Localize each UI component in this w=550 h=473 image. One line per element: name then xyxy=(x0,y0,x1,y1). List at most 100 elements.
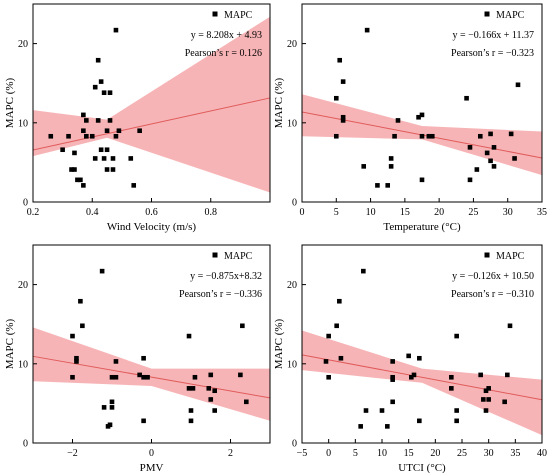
regression-line xyxy=(32,97,271,151)
data-point xyxy=(426,133,432,139)
data-point xyxy=(81,183,86,188)
data-point xyxy=(109,374,115,380)
y-tick-label: 20 xyxy=(287,280,297,291)
data-point xyxy=(464,95,469,101)
y-tick-label: 10 xyxy=(287,118,297,129)
data-point xyxy=(113,374,119,380)
legend-label: MAPC xyxy=(224,10,253,21)
regression-equation: y = −0.875x+8.32 xyxy=(190,271,262,282)
data-point xyxy=(507,323,513,329)
y-tick-label: 20 xyxy=(287,39,297,50)
x-tick-label: 0 xyxy=(326,448,331,459)
data-point xyxy=(416,114,421,120)
data-point xyxy=(186,333,192,339)
data-point xyxy=(101,156,107,161)
data-point xyxy=(467,145,473,150)
data-point xyxy=(190,386,196,391)
x-tick-label: 0 xyxy=(300,207,305,218)
data-point xyxy=(375,183,380,188)
data-point xyxy=(81,112,86,118)
x-tick-label: 35 xyxy=(510,448,520,459)
x-axis-label: PMV xyxy=(140,462,164,473)
y-tick-label: 20 xyxy=(18,280,28,291)
data-point xyxy=(70,333,75,339)
x-tick-label: 15 xyxy=(400,207,410,218)
legend-marker xyxy=(212,252,218,258)
data-point xyxy=(48,133,54,139)
data-point xyxy=(208,372,214,378)
y-axis-label: MAPC (%) xyxy=(273,77,285,128)
confidence-band xyxy=(302,330,542,436)
data-point xyxy=(145,374,150,380)
x-tick-label: 10 xyxy=(366,207,376,218)
data-point xyxy=(478,372,483,378)
data-point xyxy=(109,405,115,410)
x-tick-label: 15 xyxy=(404,448,414,459)
regression-line xyxy=(32,355,271,399)
data-point xyxy=(137,128,142,134)
data-point xyxy=(512,156,517,161)
data-point xyxy=(388,156,394,161)
data-point xyxy=(361,268,366,274)
data-point xyxy=(483,388,489,394)
pearson-r: Pearson’s r = −0.310 xyxy=(451,289,534,300)
data-point xyxy=(113,359,119,364)
data-point xyxy=(186,386,192,391)
y-axis-label: MAPC (%) xyxy=(4,318,16,369)
data-point xyxy=(515,82,521,88)
y-axis-label: MAPC (%) xyxy=(4,77,16,128)
data-point xyxy=(361,164,367,169)
data-point xyxy=(326,374,331,380)
data-point xyxy=(238,372,243,378)
data-point xyxy=(101,90,107,96)
data-point xyxy=(240,323,245,329)
data-point xyxy=(338,355,344,361)
data-point xyxy=(491,164,497,169)
data-point xyxy=(419,177,425,183)
data-point xyxy=(481,397,486,402)
data-point xyxy=(454,418,459,424)
data-point xyxy=(84,118,89,123)
data-point xyxy=(101,405,107,410)
y-tick-label: 0 xyxy=(23,439,28,450)
data-point xyxy=(244,399,249,405)
data-point xyxy=(212,408,217,413)
data-point xyxy=(74,359,79,364)
data-point xyxy=(474,167,480,172)
x-tick-label: 20 xyxy=(430,448,440,459)
data-point xyxy=(477,133,483,139)
plot-frame xyxy=(301,244,543,444)
data-point xyxy=(188,408,194,413)
data-point xyxy=(395,118,401,123)
data-point xyxy=(72,167,77,172)
legend-label: MAPC xyxy=(224,251,253,262)
pearson-r: Pearson’s r = 0.126 xyxy=(185,48,262,59)
data-point xyxy=(113,27,119,33)
data-point xyxy=(358,424,363,429)
data-point xyxy=(340,114,346,120)
x-tick-label: 35 xyxy=(537,207,547,218)
data-point xyxy=(206,386,212,391)
data-point xyxy=(484,150,490,156)
data-point xyxy=(188,418,194,424)
data-point xyxy=(107,118,113,123)
x-axis-label: Wind Velocity (m/s) xyxy=(107,221,197,233)
x-tick-label: −2 xyxy=(67,448,78,459)
chart-panel-2: 0 5 10 15 20 25 30 35 0 10 20 Temperature (°C) MAPC … xyxy=(273,3,547,233)
data-point xyxy=(208,397,214,402)
data-point xyxy=(116,128,122,134)
data-point xyxy=(379,408,385,413)
x-tick-label: 0.2 xyxy=(27,207,40,218)
data-point xyxy=(390,374,395,380)
data-point xyxy=(337,298,342,304)
regression-equation: y = −0.126x + 10.50 xyxy=(452,271,534,282)
regression-line xyxy=(301,354,543,401)
data-point xyxy=(392,133,397,139)
plot-frame xyxy=(301,3,543,203)
data-point xyxy=(98,79,104,84)
data-point xyxy=(454,408,459,413)
data-point xyxy=(104,167,110,172)
legend-marker xyxy=(484,252,490,258)
